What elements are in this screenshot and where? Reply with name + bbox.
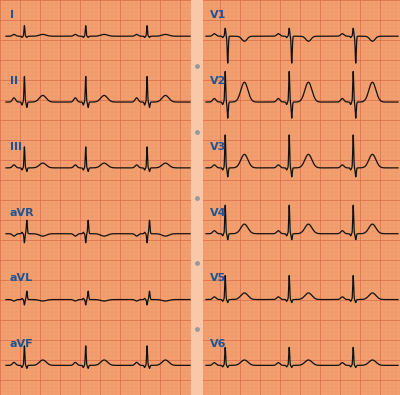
Text: V3: V3	[210, 142, 226, 152]
Text: aVF: aVF	[10, 339, 34, 349]
Text: V2: V2	[210, 76, 226, 86]
Text: V4: V4	[210, 207, 226, 218]
Text: I: I	[10, 10, 14, 20]
Text: aVL: aVL	[10, 273, 33, 283]
Bar	[191, 0, 203, 395]
Text: V5: V5	[210, 273, 226, 283]
Text: aVR: aVR	[10, 207, 35, 218]
Text: V6: V6	[210, 339, 226, 349]
Text: V1: V1	[210, 10, 226, 20]
Text: III: III	[10, 142, 22, 152]
Text: II: II	[10, 76, 18, 86]
